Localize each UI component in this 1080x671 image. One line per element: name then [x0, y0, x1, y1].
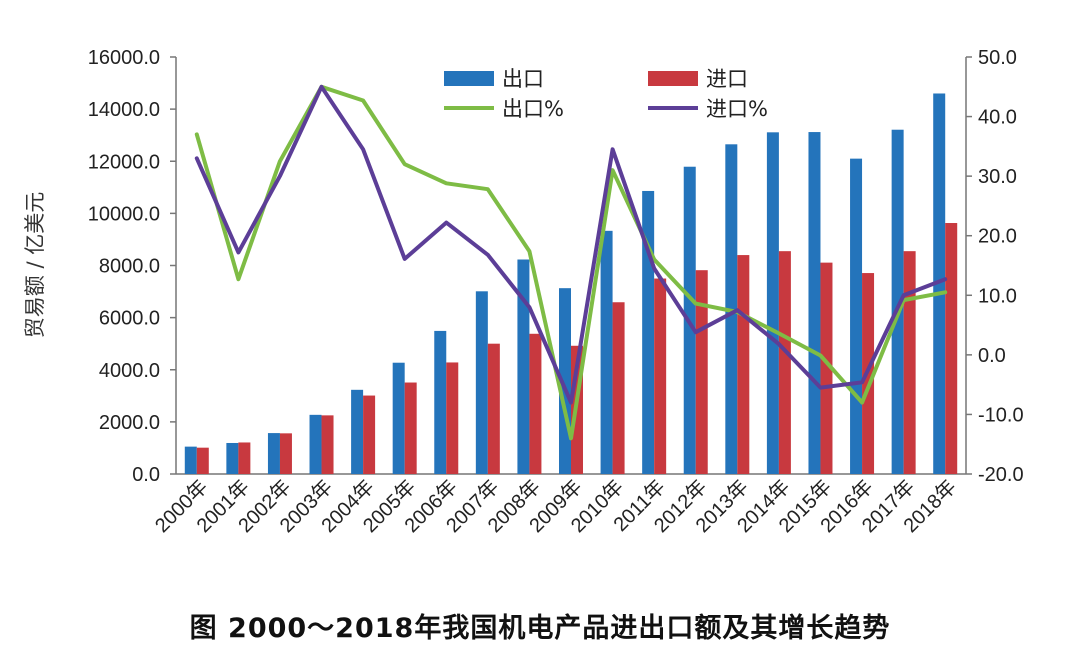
y-tick-label: 2000.0	[99, 412, 160, 434]
bar-import	[529, 333, 542, 474]
y-tick-label: 0.0	[132, 464, 160, 486]
bar-export	[184, 446, 197, 474]
legend-label: 进口%	[706, 97, 768, 121]
bar-import	[446, 362, 459, 474]
bar-import	[820, 262, 833, 474]
legend-label: 出口	[502, 67, 544, 91]
bar-export	[808, 132, 821, 474]
bar-export	[517, 259, 530, 474]
bar-import	[654, 278, 667, 474]
y-tick-label: 6000.0	[99, 308, 160, 330]
series-lines	[194, 84, 948, 441]
y-axis-label: 贸易额 / 亿美元	[23, 192, 47, 338]
bar-import	[363, 395, 376, 474]
y2-tick-label: -10.0	[978, 404, 1024, 426]
bar-import	[903, 251, 916, 474]
bar-import	[487, 343, 500, 474]
figure-caption: 图 2000～2018年我国机电产品进出口额及其增长趋势	[189, 613, 891, 644]
bar-import	[196, 447, 209, 474]
bar-export	[267, 433, 280, 474]
y-tick-label: 8000.0	[99, 256, 160, 278]
bar-import	[404, 382, 417, 474]
legend-swatch	[648, 71, 698, 86]
y2-tick-label: 0.0	[978, 345, 1006, 367]
bars	[184, 93, 958, 475]
legend-label: 进口	[706, 67, 748, 91]
y2-tick-label: 20.0	[978, 226, 1017, 248]
y-tick-label: 14000.0	[88, 99, 160, 121]
bar-import	[321, 415, 334, 474]
series-line-import-pct	[194, 84, 948, 405]
y2-tick-label: 40.0	[978, 107, 1017, 129]
bar-import	[945, 223, 958, 474]
bar-export	[475, 291, 488, 474]
y2-tick-label: 50.0	[978, 47, 1017, 69]
y-tick-label: 10000.0	[88, 203, 160, 225]
bar-import	[279, 433, 292, 474]
bar-export	[309, 414, 322, 474]
bar-export	[351, 389, 364, 474]
bar-export	[392, 362, 405, 474]
bar-import	[737, 255, 750, 474]
chart: 0.0 2000.0 4000.0 6000.0 8000.0 10000.0 12000.…	[23, 47, 1024, 537]
bar-import	[238, 442, 251, 474]
y2-tick-label: 30.0	[978, 166, 1017, 188]
bar-export	[766, 132, 779, 474]
y-tick-label: 16000.0	[88, 47, 160, 69]
bar-import	[612, 302, 625, 474]
y-tick-label: 4000.0	[99, 360, 160, 382]
y-tick-label: 12000.0	[88, 151, 160, 173]
bar-export	[850, 158, 863, 475]
bar-export	[600, 230, 613, 474]
bar-export	[226, 442, 239, 474]
bar-import	[695, 270, 708, 474]
legend-swatch	[444, 71, 494, 86]
legend-label: 出口%	[502, 97, 564, 121]
bar-import	[778, 251, 791, 474]
y2-tick-label: -20.0	[978, 464, 1024, 486]
y2-tick-label: 10.0	[978, 285, 1017, 307]
bar-export	[891, 129, 904, 475]
bar-export	[434, 330, 447, 474]
bar-export	[933, 93, 946, 475]
